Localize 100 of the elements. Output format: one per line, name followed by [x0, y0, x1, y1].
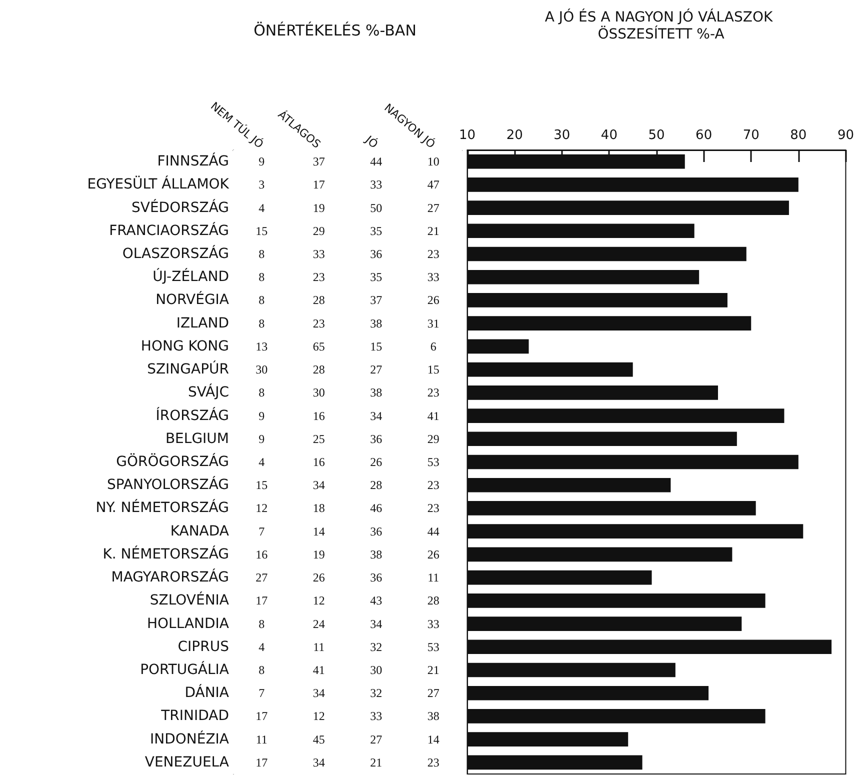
data-label: 23: [427, 501, 440, 516]
data-label: 30: [256, 362, 268, 377]
data-label: 4: [258, 640, 265, 654]
data-label: 16: [312, 455, 325, 469]
y-tick-label: FRANCIAORSZÁG: [109, 222, 229, 239]
data-label: 23: [427, 755, 440, 770]
data-label: 12: [312, 594, 325, 608]
x-tick-label: 30: [554, 128, 570, 143]
data-label: 34: [312, 478, 325, 492]
data-label: 34: [312, 755, 325, 770]
data-label: 17: [312, 178, 325, 192]
y-tick-label: SZLOVÉNIA: [150, 592, 230, 609]
data-label: 31: [427, 316, 440, 330]
y-tick-label: TRINIDAD: [160, 708, 229, 724]
data-label: 16: [256, 547, 268, 562]
data-label: 29: [427, 432, 440, 446]
data-label: 23: [427, 478, 440, 492]
data-label: 37: [370, 293, 382, 308]
data-label: 44: [427, 524, 440, 538]
data-label: 15: [370, 339, 382, 354]
y-tick-label: VENEZUELA: [144, 754, 230, 770]
data-label: 50: [370, 200, 382, 215]
data-label: 9: [258, 154, 265, 169]
data-label: 8: [258, 293, 265, 308]
y-tick-label: CIPRUS: [178, 638, 230, 655]
data-label: 32: [370, 640, 382, 654]
data-label: 17: [256, 594, 268, 608]
x-tick-label: JÓ: [362, 132, 382, 152]
data-label: 36: [370, 432, 382, 446]
data-label: 38: [370, 386, 382, 400]
data-label: 18: [312, 501, 325, 516]
data-label: 36: [370, 570, 382, 585]
data-label: 27: [427, 686, 440, 700]
data-label: 41: [312, 663, 325, 677]
data-label: 65: [312, 339, 325, 354]
data-label: 11: [256, 732, 268, 746]
data-label: 35: [370, 270, 382, 284]
data-label: 34: [370, 408, 382, 423]
data-label: 38: [427, 709, 440, 724]
data-label: 44: [370, 154, 382, 169]
data-label: 43: [370, 594, 382, 608]
data-label: 4: [258, 200, 265, 215]
x-tick-label: 90: [837, 128, 854, 143]
data-label: 4: [258, 455, 265, 469]
data-label: 9: [258, 432, 265, 446]
data-label: 13: [256, 339, 268, 354]
x-tick-label: 80: [790, 128, 807, 143]
data-label: 12: [312, 709, 325, 724]
data-label: 33: [370, 178, 382, 192]
data-label: 16: [312, 408, 325, 423]
data-label: 34: [312, 686, 325, 700]
data-label: 25: [312, 432, 325, 446]
data-label: 26: [427, 293, 440, 308]
data-label: 27: [256, 570, 268, 585]
data-label: 21: [427, 224, 440, 238]
data-label: 53: [427, 455, 440, 469]
data-label: 21: [370, 755, 382, 770]
data-label: 14: [427, 732, 440, 746]
x-tick-label: 20: [506, 128, 523, 143]
data-label: 28: [312, 362, 325, 377]
data-label: 21: [427, 663, 440, 677]
data-label: 34: [370, 616, 382, 631]
y-tick-label: INDONÉZIA: [150, 730, 230, 748]
x-tick-label: 10: [459, 128, 476, 143]
data-label: 10: [427, 154, 440, 169]
data-label: 8: [258, 270, 265, 284]
y-tick-label: OLASZORSZÁG: [122, 245, 229, 262]
x-tick-label: 50: [648, 128, 665, 143]
data-label: 32: [370, 686, 382, 700]
y-tick-label: HOLLANDIA: [146, 616, 230, 632]
data-label: 53: [427, 640, 440, 654]
data-label: 14: [312, 524, 325, 538]
data-label: 15: [256, 224, 268, 238]
data-label: 3: [258, 178, 265, 192]
y-tick-label: MAGYARORSZÁG: [111, 568, 229, 586]
y-tick-label: NY. NÉMETORSZÁG: [96, 499, 229, 516]
y-tick-label: SPANYOLORSZÁG: [107, 476, 229, 494]
data-label: 30: [312, 386, 325, 400]
data-label: 27: [370, 732, 382, 746]
data-label: 36: [370, 524, 382, 538]
y-tick-label: SVÉDORSZÁG: [132, 198, 229, 216]
data-label: 41: [427, 408, 440, 423]
data-label: 30: [370, 663, 382, 677]
data-label: 17: [256, 709, 268, 724]
data-label: 23: [312, 316, 325, 330]
x-tick-label: 70: [742, 128, 760, 143]
y-tick-label: NORVÉGIA: [156, 291, 230, 308]
data-label: 7: [258, 524, 265, 538]
data-label: 47: [427, 178, 440, 192]
data-label: 38: [370, 316, 382, 330]
data-label: 8: [258, 247, 265, 261]
data-label: 27: [370, 362, 382, 377]
data-label: 33: [427, 616, 440, 631]
data-label: 19: [312, 200, 325, 215]
data-label: 23: [427, 247, 440, 261]
y-tick-label: SVÁJC: [188, 384, 230, 401]
data-label: 27: [427, 200, 440, 215]
y-tick-label: PORTUGÁLIA: [140, 661, 230, 678]
data-label: 37: [312, 154, 325, 169]
data-label: 9: [258, 408, 265, 423]
